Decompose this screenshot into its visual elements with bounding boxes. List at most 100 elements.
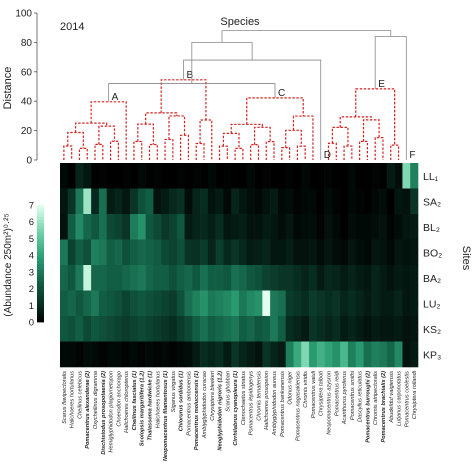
heatmap-cell: [355, 341, 364, 368]
heatmap-cell: [67, 188, 76, 215]
dendrogram-link: [78, 147, 88, 160]
dendrogram-link: [331, 126, 349, 147]
dendrogram-link: [195, 142, 205, 160]
heatmap-cell: [410, 265, 419, 291]
heatmap-cell: [410, 290, 419, 317]
cluster-label: A: [112, 92, 119, 103]
heatmap-cell: [184, 214, 193, 240]
heatmap-cell: [98, 265, 107, 291]
heatmap-cell: [83, 214, 92, 240]
heatmap-cell: [161, 214, 170, 240]
heatmap-cell: [402, 239, 411, 266]
dendrogram-link: [230, 123, 263, 134]
heatmap-cell: [239, 188, 248, 215]
heatmap-cell: [114, 316, 123, 342]
heatmap-cell: [277, 214, 286, 240]
colorbar-tick-label-4: 4: [29, 251, 34, 262]
dendrogram-link: [362, 119, 380, 142]
heatmap-cell: [277, 341, 286, 368]
heatmap-cell: [402, 316, 411, 342]
colorbar-segment: [37, 286, 44, 291]
heatmap-cell: [106, 214, 115, 240]
heatmap-cell: [200, 188, 209, 215]
heatmap-cell: [192, 239, 201, 266]
heatmap-cell: [355, 239, 364, 266]
heatmap-cell: [379, 239, 388, 266]
colorbar-segment: [37, 292, 44, 297]
heatmap-cell: [316, 265, 325, 291]
heatmap-cell: [355, 265, 364, 291]
colorbar-tick-label-6: 6: [29, 217, 34, 228]
heatmap-cell: [130, 265, 139, 291]
dendrogram-title: Species: [220, 16, 260, 28]
heatmap-cell: [355, 188, 364, 215]
heatmap-cell: [231, 265, 240, 291]
colorbar-segment: [37, 310, 44, 314]
heatmap-cell: [130, 316, 139, 342]
species-label: Neopomacentrus azysron: [327, 371, 333, 435]
heatmap-cell: [262, 265, 271, 291]
site-label: BA₂: [423, 273, 441, 285]
heatmap-cell: [184, 341, 193, 368]
colorbar-segment: [37, 283, 44, 288]
heatmap-cell: [223, 290, 232, 317]
heatmap-cell: [332, 163, 341, 189]
heatmap-cell: [340, 239, 349, 266]
heatmap-cell: [246, 163, 255, 189]
heatmap-cell: [91, 163, 100, 189]
heatmap-cell: [200, 316, 209, 342]
heatmap-cell: [324, 265, 333, 291]
heatmap-cell: [371, 239, 380, 266]
heatmap-cell: [60, 239, 69, 266]
heatmap-cell: [379, 265, 388, 291]
species-label: Scarus ghobban: [225, 371, 231, 412]
heatmap-cell: [239, 163, 248, 189]
heatmap-cell: [270, 290, 279, 317]
heatmap-cell: [223, 163, 232, 189]
dendrogram-upper-link: [221, 30, 392, 43]
heatmap-cell: [176, 239, 185, 266]
heatmap-cell: [130, 188, 139, 215]
heatmap-cell: [394, 290, 403, 317]
dendrogram-tick-label-2: 40: [21, 97, 33, 108]
dendrogram-link: [133, 140, 143, 160]
heatmap-cell: [184, 265, 193, 291]
site-label: LL₁: [423, 171, 439, 183]
heatmap-cell: [161, 163, 170, 189]
heatmap-cell: [324, 239, 333, 266]
heatmap-cell: [285, 290, 294, 317]
species-label: Dischistodus prosopotaenia (2): [101, 371, 107, 455]
site-labels: LL₁ SA₂ BL₂ BO₂ BA₂ LU₂ KS₂ KP₃: [423, 171, 442, 362]
heatmap-cell: [137, 316, 146, 342]
dendrogram-tick-label-0: 0: [26, 156, 32, 167]
heatmap-cell: [363, 290, 372, 317]
species-label: Acanthurus pyroferus: [342, 371, 348, 425]
dendrogram-link: [390, 144, 400, 160]
heatmap-cell: [254, 239, 263, 266]
heatmap-cell: [75, 290, 84, 317]
heatmap-cell: [192, 188, 201, 215]
heatmap-cell: [386, 316, 395, 342]
heatmap-cell: [402, 188, 411, 215]
dendrogram-link: [199, 119, 213, 160]
heatmap-cell: [122, 341, 131, 368]
heatmap-cell: [293, 163, 302, 189]
colorbar-segment: [37, 240, 44, 244]
species-label: Pomacentrus lepidogenys: [249, 371, 255, 436]
heatmap-cell: [254, 341, 263, 368]
heatmap-cell: [246, 239, 255, 266]
species-label: Scarus flavipectoralis: [62, 371, 68, 424]
colorbar-segment: [37, 298, 44, 302]
species-label: Oxycheilinus digramma: [93, 371, 99, 429]
heatmap-cell: [254, 163, 263, 189]
cluster-label: B: [187, 70, 194, 81]
heatmap-cell: [371, 188, 380, 215]
heatmap-cell: [114, 290, 123, 317]
heatmap-cell: [386, 290, 395, 317]
heatmap-cell: [122, 188, 131, 215]
heatmap-cell: [207, 239, 216, 266]
heatmap-cell: [60, 214, 69, 240]
dendrogram-link: [148, 143, 158, 160]
heatmap-cell: [60, 341, 69, 368]
